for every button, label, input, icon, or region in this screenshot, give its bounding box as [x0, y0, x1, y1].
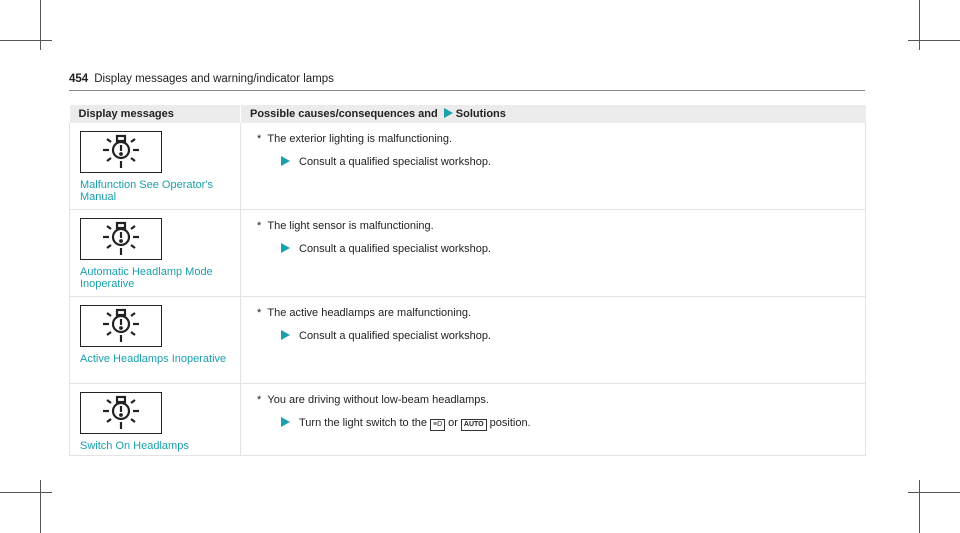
table-row: Switch On Headlamps * You are driving wi…: [69, 383, 866, 456]
crop-mark: [919, 0, 920, 50]
solution-arrow-icon: [281, 416, 290, 427]
display-message-cell: Automatic Headlamp Mode Inoperative: [69, 209, 241, 297]
display-message-cell: Malfunction See Operator's Manual: [69, 123, 241, 210]
cause-cell: * The active headlamps are malfunctionin…: [240, 296, 866, 384]
display-message: Switch On Headlamps: [80, 439, 189, 452]
display-message: Malfunction See Operator's Manual: [80, 179, 213, 203]
table-row: Automatic Headlamp Mode Inoperative * Th…: [69, 209, 866, 297]
display-message: Active Headlamps Inoperative: [80, 352, 227, 365]
page-header: 454 Display messages and warning/indicato…: [69, 73, 334, 85]
crop-mark: [0, 40, 52, 41]
crop-mark: [40, 480, 41, 533]
exterior-light-warning-icon: [80, 304, 162, 347]
cause-text: * The light sensor is malfunctioning.: [257, 219, 434, 232]
display-message: Automatic Headlamp Mode Inoperative: [80, 265, 213, 290]
header-rule: [69, 90, 865, 91]
messages-table: Display messages Possible causes/consequ…: [69, 105, 866, 456]
solution-text: Turn the light switch to the ≡D or AUTO posi…: [281, 416, 865, 431]
exterior-light-warning-icon: [80, 391, 162, 434]
display-message-cell: Active Headlamps Inoperative: [69, 296, 241, 384]
crop-mark: [40, 0, 41, 50]
cause-cell: * The exterior lighting is malfunctionin…: [240, 123, 866, 210]
solution-arrow-icon: [281, 329, 290, 340]
cause-cell: * You are driving without low-beam headl…: [240, 383, 866, 456]
exterior-light-warning-icon: [80, 131, 162, 173]
auto-switch-icon: AUTO: [460, 418, 487, 431]
page-number: 454: [69, 73, 89, 85]
solution-arrow-icon: [443, 108, 453, 118]
solution-arrow-icon: [281, 242, 290, 253]
col-display-messages: Display messages: [69, 105, 241, 123]
low-beam-icon: ≡D: [430, 418, 446, 431]
solution-text: Consult a qualified specialist workshop.: [281, 156, 865, 169]
cause-text: * The active headlamps are malfunctionin…: [257, 306, 472, 319]
solution-text: Consult a qualified specialist workshop.: [281, 242, 865, 256]
cause-text: * You are driving without low-beam headl…: [257, 393, 489, 406]
col-causes: Possible causes/consequences and Solutio…: [240, 105, 866, 123]
page-title: Display messages and warning/indicator l…: [94, 73, 334, 85]
table-row: Malfunction See Operator's Manual * The …: [69, 123, 866, 210]
solution-text: Consult a qualified specialist workshop.: [281, 329, 865, 343]
display-message-cell: Switch On Headlamps: [69, 383, 241, 456]
crop-mark: [908, 40, 960, 41]
crop-mark: [908, 492, 960, 493]
cause-text: * The exterior lighting is malfunctionin…: [257, 133, 453, 145]
cause-cell: * The light sensor is malfunctioning. Con…: [240, 209, 866, 297]
solution-arrow-icon: [281, 156, 290, 166]
exterior-light-warning-icon: [80, 217, 162, 260]
crop-mark: [919, 480, 920, 533]
crop-mark: [0, 492, 52, 493]
table-row: Active Headlamps Inoperative * The activ…: [69, 296, 866, 384]
